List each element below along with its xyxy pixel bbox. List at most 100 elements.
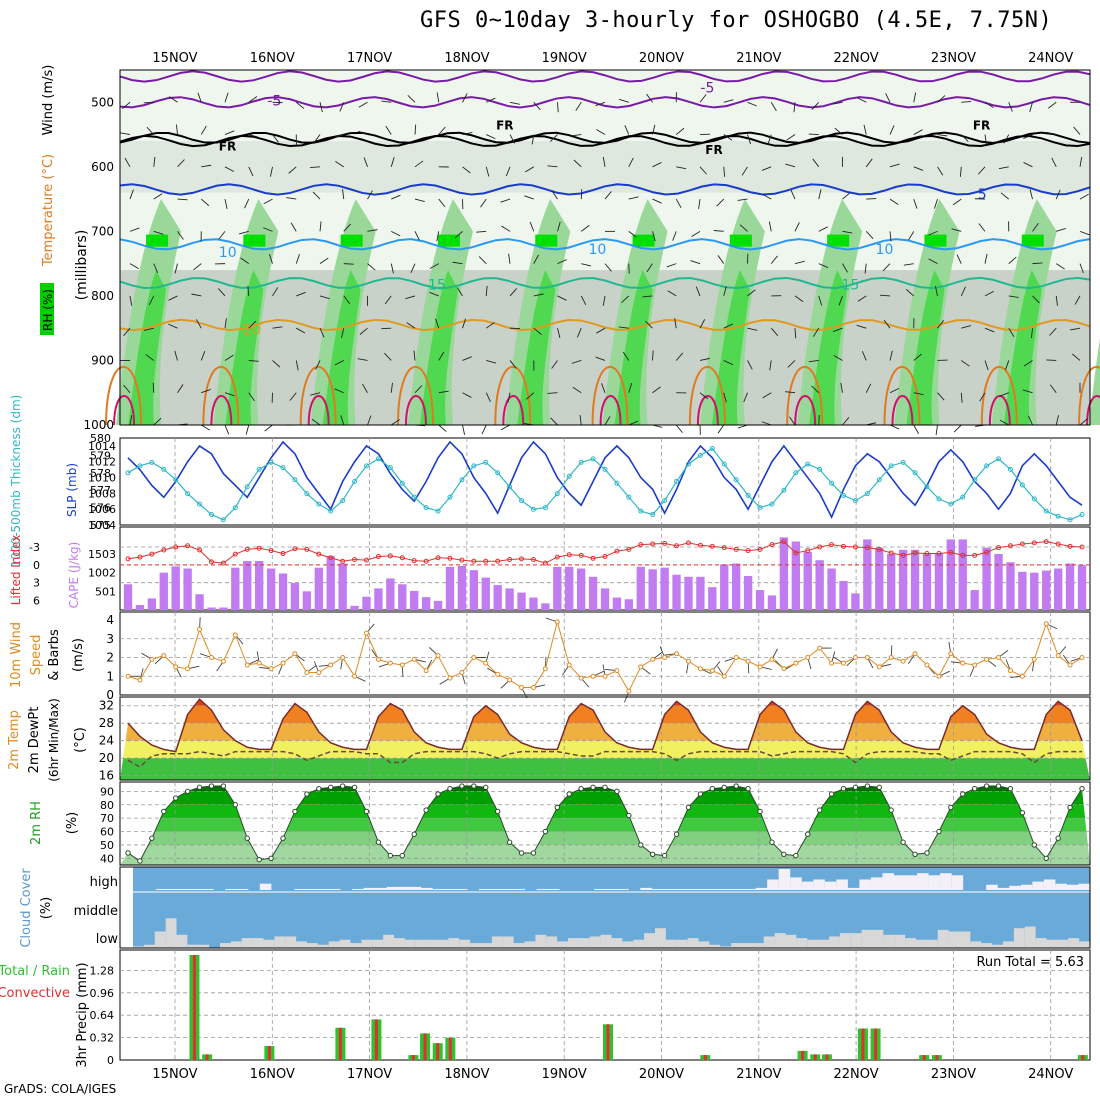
wind-barb bbox=[1023, 162, 1033, 168]
lifted-point bbox=[256, 545, 262, 551]
thickness-point bbox=[733, 477, 739, 483]
thickness-point bbox=[900, 459, 906, 465]
lifted-point bbox=[1067, 543, 1073, 549]
precip-conv-bar bbox=[801, 1050, 805, 1060]
wind-barb bbox=[547, 165, 558, 168]
wind-barb bbox=[691, 230, 701, 238]
thickness-point bbox=[852, 498, 858, 504]
wind-barb bbox=[857, 295, 867, 302]
wind-barb bbox=[674, 318, 677, 329]
cloud-low-bar bbox=[687, 938, 699, 948]
cape-bar bbox=[708, 587, 717, 610]
wind-barb bbox=[842, 230, 853, 234]
cloud-low-bar bbox=[818, 939, 829, 948]
cloud-high-bar bbox=[744, 888, 756, 890]
wind-barb bbox=[672, 231, 677, 241]
cloud-low-bar bbox=[655, 928, 666, 948]
thickness-point bbox=[829, 480, 835, 486]
thickness-point bbox=[614, 480, 620, 486]
cape-bar bbox=[386, 578, 395, 610]
cloud-high-bar bbox=[893, 875, 906, 890]
cloud-low-bar bbox=[796, 938, 808, 948]
precip-conv-bar bbox=[267, 1046, 271, 1060]
wind-barb bbox=[384, 295, 392, 305]
wind-barb bbox=[217, 288, 226, 297]
wind-point bbox=[423, 668, 429, 674]
cloud-low-bar bbox=[774, 933, 786, 948]
rh-band bbox=[120, 818, 1090, 832]
wind-barb bbox=[913, 392, 924, 396]
cloud-low-bar bbox=[1003, 941, 1014, 948]
wind-point bbox=[614, 668, 620, 674]
wind-barb bbox=[309, 166, 321, 168]
wind-barb bbox=[462, 424, 466, 435]
wind-barb bbox=[762, 392, 772, 399]
wind-point bbox=[1007, 668, 1013, 674]
cloud-units-label: (%) bbox=[39, 897, 54, 920]
wind-barb bbox=[557, 259, 567, 265]
wind-barb bbox=[509, 101, 520, 105]
cape-bar bbox=[994, 553, 1003, 610]
cloud-low-bar bbox=[404, 939, 416, 948]
wind-point bbox=[149, 656, 155, 662]
wind-barb bbox=[319, 295, 330, 300]
wind-barb bbox=[407, 95, 416, 103]
wind-barb bbox=[596, 129, 606, 135]
lifted-point bbox=[483, 558, 489, 564]
wind-barb bbox=[770, 255, 778, 264]
cloud-high-bar bbox=[432, 888, 445, 890]
wind-barb bbox=[861, 351, 867, 361]
wind-barb bbox=[547, 392, 558, 394]
temp-axis-label: 2m Temp bbox=[7, 710, 22, 770]
wind-barb bbox=[713, 230, 724, 232]
thickness-point bbox=[590, 456, 596, 462]
cloud-low-bar bbox=[176, 934, 188, 948]
cloud-level-low: low bbox=[96, 932, 119, 947]
cloud-low-bar bbox=[698, 941, 710, 948]
cloud-high-bar bbox=[513, 888, 526, 890]
lifted-point bbox=[864, 545, 870, 551]
wind-barb bbox=[1079, 193, 1089, 200]
wind-barb bbox=[1079, 156, 1083, 167]
wind-barb bbox=[381, 100, 392, 103]
cape-bar bbox=[362, 596, 371, 610]
cloud-high-bar bbox=[1009, 885, 1021, 890]
precip-conv-bar bbox=[1081, 1055, 1085, 1060]
wind-point bbox=[185, 666, 191, 672]
wind-point bbox=[471, 655, 477, 660]
cloud-high-bar bbox=[940, 873, 952, 890]
isotherm-label: FR bbox=[973, 118, 990, 132]
wind-barb bbox=[390, 382, 393, 393]
wind-barb bbox=[1008, 295, 1019, 298]
wind-barb bbox=[272, 360, 281, 368]
cape-bar bbox=[732, 563, 741, 610]
thickness-point bbox=[280, 465, 286, 471]
rh-point bbox=[161, 808, 167, 815]
wind-barb bbox=[1049, 327, 1057, 336]
cape-lifted-panel: -3 0 3 6 501 1002 1503 Lifted Index CAPE (J/kg) bbox=[9, 526, 1091, 611]
temp-band bbox=[120, 758, 1090, 780]
wind-barb bbox=[384, 352, 392, 361]
wind-barb bbox=[524, 195, 534, 200]
wind-barb bbox=[390, 157, 395, 167]
wind-barb bbox=[153, 417, 162, 426]
wind-point bbox=[697, 666, 703, 672]
wind-barb bbox=[531, 134, 535, 145]
rh-point bbox=[494, 808, 501, 815]
wind-barb bbox=[889, 424, 900, 430]
cloud-high-bar bbox=[548, 888, 560, 890]
cape-bar bbox=[159, 572, 168, 610]
wind-point bbox=[161, 653, 167, 659]
wind-barb bbox=[1070, 327, 1081, 331]
wind-barb bbox=[391, 230, 401, 237]
wind-barb bbox=[334, 134, 344, 138]
cloud-low-bar bbox=[383, 934, 394, 948]
rh-point bbox=[316, 785, 322, 792]
wind-barb bbox=[152, 382, 155, 393]
cloud-high-bar bbox=[686, 888, 698, 890]
wind-barb bbox=[628, 196, 639, 200]
wind-point bbox=[292, 651, 298, 657]
wind-barb bbox=[832, 327, 843, 333]
isotherm-line bbox=[119, 96, 1091, 109]
wind-point bbox=[268, 666, 274, 672]
